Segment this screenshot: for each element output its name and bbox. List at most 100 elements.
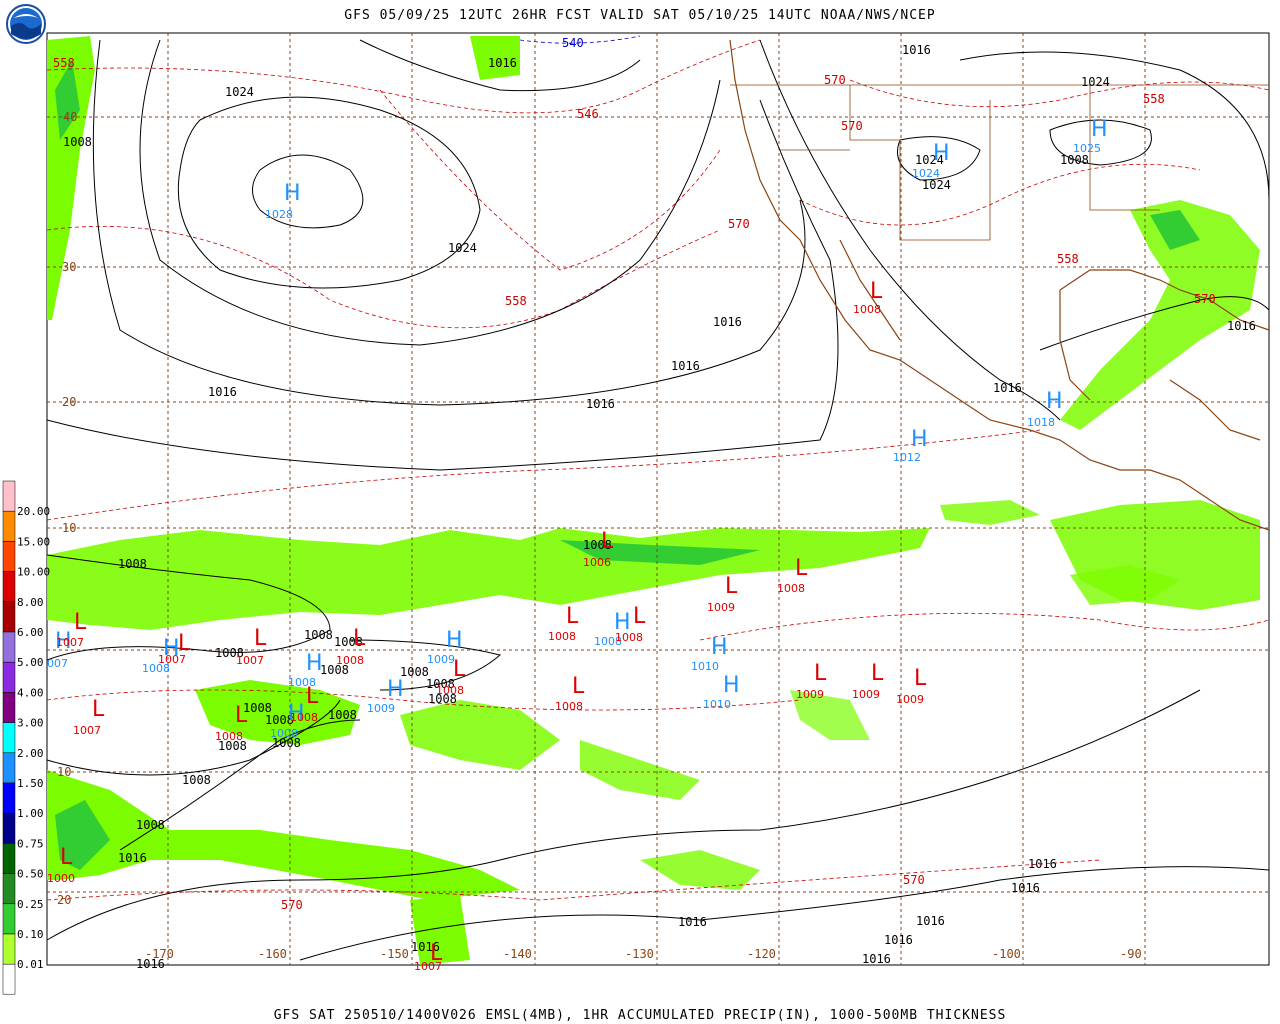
thickness-label: 570	[841, 119, 863, 133]
lon-label: -120	[747, 947, 776, 961]
high-marker: H	[711, 635, 728, 660]
legend-label: 0.01	[17, 958, 44, 971]
high-value: 1008	[142, 662, 170, 675]
legend-swatch	[2, 480, 16, 512]
low-marker: L	[566, 604, 579, 629]
low-marker: L	[353, 626, 366, 651]
coastlines	[729, 39, 1270, 531]
chart-caption: GFS SAT 250510/1400V026 EMSL(4MB), 1HR A…	[273, 1008, 1007, 1023]
thickness-labels: 558 546 540 570 570 570 558 558 558 570 …	[53, 36, 1216, 912]
legend-swatch	[2, 782, 16, 814]
low-marker: L	[870, 279, 883, 304]
high-value: 1009	[427, 653, 455, 666]
legend-label: 2.00	[17, 747, 44, 760]
legend-swatch	[2, 843, 16, 874]
high-value: 1025	[1073, 142, 1101, 155]
thickness-label: 570	[824, 73, 846, 87]
legend-swatch	[2, 963, 16, 995]
thickness-label: 558	[505, 294, 527, 308]
isobar-label: 1024	[448, 241, 477, 255]
low-marker: L	[453, 657, 466, 682]
high-marker: H	[446, 628, 463, 653]
high-value: 007	[47, 657, 68, 670]
thickness-label: 558	[53, 56, 75, 70]
isobar-label: 1008	[243, 701, 272, 715]
isobar-label: 1016	[862, 952, 891, 966]
high-value: 1018	[1027, 416, 1055, 429]
thickness-label: 570	[281, 898, 303, 912]
legend-label: 1.50	[17, 777, 44, 790]
isobar-labels: 1024 1024 1024 1024 1024 1016 1016 1016 …	[63, 43, 1256, 971]
high-centers: H 1028 H 1024 H 1025 H 1012 H 1018 H 100…	[47, 117, 1108, 740]
low-value: 1008	[336, 654, 364, 667]
legend-swatch	[2, 541, 16, 572]
isobar-label: 1024	[915, 153, 944, 167]
legend-swatch	[2, 510, 16, 542]
thickness-label: 570	[1194, 292, 1216, 306]
low-marker: L	[235, 703, 248, 728]
latlon-grid	[47, 33, 1269, 965]
high-value: 1012	[893, 451, 921, 464]
legend-label: 0.75	[17, 837, 44, 850]
high-marker: H	[387, 677, 404, 702]
low-marker: L	[430, 941, 443, 966]
high-marker: H	[284, 181, 301, 206]
legend-label: 20.00	[17, 505, 50, 518]
lon-label: -90	[1120, 947, 1142, 961]
legend-label: 1.00	[17, 807, 44, 820]
thickness-contour-cold	[519, 35, 641, 44]
low-value: 1007	[414, 960, 442, 973]
high-value: 1008	[594, 635, 622, 648]
low-marker: L	[633, 604, 646, 629]
low-value: 1008	[290, 711, 318, 724]
low-marker: L	[74, 610, 87, 635]
low-value: 1007	[73, 724, 101, 737]
low-value: 1009	[707, 601, 735, 614]
low-value: 1009	[852, 688, 880, 701]
isobar-label: 1016	[411, 940, 440, 954]
thickness-label: 558	[1143, 92, 1165, 106]
legend-swatch	[2, 631, 16, 663]
isobar-label: 1008	[182, 773, 211, 787]
low-marker: L	[814, 661, 827, 686]
legend-label: 10.00	[17, 566, 50, 579]
low-value: 1008	[436, 684, 464, 697]
isobar-label: 1016	[118, 851, 147, 865]
high-marker: H	[163, 636, 180, 661]
isobar-label: 1008	[328, 708, 357, 722]
isobar-label: 1016	[1227, 319, 1256, 333]
low-marker: L	[725, 574, 738, 599]
low-value: 1008	[853, 303, 881, 316]
isobars	[46, 39, 1270, 961]
high-marker: H	[723, 673, 740, 698]
isobar-label: 1008	[265, 713, 294, 727]
lat-label: 10	[57, 765, 71, 779]
low-marker: L	[871, 661, 884, 686]
legend-label: 15.00	[17, 535, 50, 548]
legend-swatch	[2, 601, 16, 633]
chart-title: GFS 05/09/25 12UTC 26HR FCST VALID SAT 0…	[344, 8, 936, 23]
high-value: 1010	[703, 698, 731, 711]
low-value: 1008	[548, 630, 576, 643]
isobar-label: 1008	[218, 739, 247, 753]
lat-label: 30	[62, 260, 76, 274]
low-value: 1006	[583, 556, 611, 569]
legend-label: 4.00	[17, 686, 44, 699]
isobar-label: 1016	[884, 933, 913, 947]
thickness-label: 570	[903, 873, 925, 887]
precip-legend: 20.00 15.00 10.00 8.00 6.00 5.00 4.00 3.00 2.00 1…	[2, 480, 50, 995]
low-marker: L	[572, 674, 585, 699]
isobar-label: 1016	[586, 397, 615, 411]
low-value: 1008	[615, 631, 643, 644]
isobar-label: 1016	[993, 381, 1022, 395]
thickness-label: 558	[1057, 252, 1079, 266]
low-centers: L 1008 L 1006 L 1009 L 1008 L 1008 L 100…	[47, 279, 927, 973]
lon-label: -170	[145, 947, 174, 961]
high-value: 1024	[912, 167, 940, 180]
low-marker: L	[254, 626, 267, 651]
low-value: 1008	[555, 700, 583, 713]
isobar-label: 1008	[583, 538, 612, 552]
low-marker: L	[306, 684, 319, 709]
isobar-label: 1016	[1011, 881, 1040, 895]
isobar-label: 1016	[916, 914, 945, 928]
